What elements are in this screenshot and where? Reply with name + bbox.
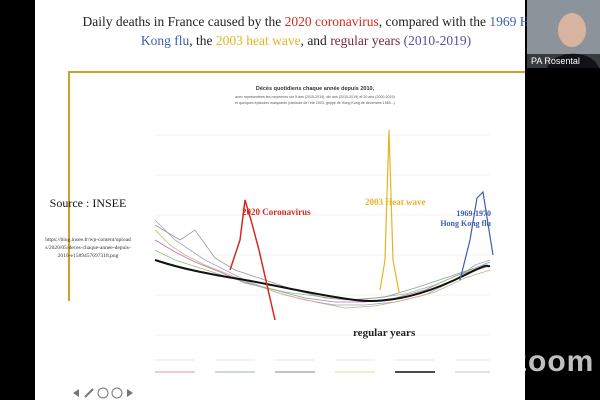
title-segment: , and: [300, 33, 331, 48]
source-label: Source : INSEE: [49, 196, 127, 210]
slide: Daily deaths in France caused by the 202…: [35, 0, 529, 400]
prev-button[interactable]: [73, 389, 79, 397]
title-segment: 2020 coronavirus: [284, 14, 379, 29]
annotation: 2003 Heat wave: [365, 197, 426, 207]
title-segment: Kong flu: [140, 33, 190, 48]
chart-bg: [135, 80, 495, 388]
title-segment: Daily deaths in France caused by the: [82, 14, 285, 29]
title-segment: 1969 H: [489, 14, 530, 29]
chart-title: Décès quotidiens chaque année depuis 201…: [256, 86, 375, 92]
title-segment: regular years: [330, 33, 401, 48]
participant-name: PA Rosental: [527, 54, 600, 68]
video-thumbnail[interactable]: PA Rosental: [527, 0, 600, 68]
next-button[interactable]: [127, 389, 133, 397]
grid: [155, 134, 490, 336]
slide-title: Daily deaths in France caused by the 202…: [71, 12, 541, 50]
toolbar: [73, 387, 133, 399]
title-segment: 2003 heat wave: [215, 33, 301, 48]
annotation: Hong Kong flu: [440, 219, 491, 228]
chart-image: Décès quotidiens chaque année depuis 201…: [135, 80, 495, 388]
title-segment: , compared with the: [378, 14, 490, 29]
title-segment: (2010-2019): [400, 33, 472, 48]
average-line: [154, 259, 491, 302]
flu-line: [459, 190, 494, 281]
pen-button[interactable]: [84, 388, 94, 398]
covid-line: [229, 199, 276, 321]
year-lines: [154, 219, 491, 309]
annotation: 1969-1970: [456, 209, 491, 218]
legend: [155, 359, 490, 373]
title-segment: , the: [189, 33, 216, 48]
source-url: https://blog.insee.fr/wp-content/uploads…: [45, 237, 131, 259]
chart-subtitle: et quelques épisodes marquants (canicule…: [235, 101, 395, 105]
divider: [68, 71, 70, 301]
zoom-out-button[interactable]: [111, 387, 123, 399]
annotation: regular years: [353, 327, 416, 339]
divider: [68, 71, 525, 73]
watermark: zoom: [512, 345, 595, 378]
chart-subtitle: avec représentées les moyennes sur 5 ans…: [235, 95, 394, 99]
heatwave-line: [379, 129, 400, 293]
zoom-in-button[interactable]: [97, 387, 109, 399]
annotation: 2020 Coronavirus: [242, 207, 311, 217]
